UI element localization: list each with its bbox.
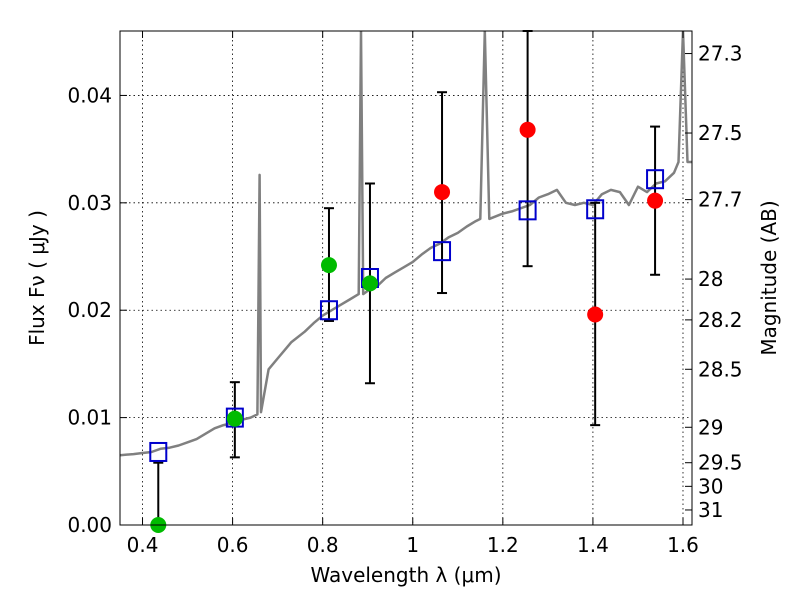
observed-flux-point — [434, 184, 451, 201]
marker-layer — [149, 121, 665, 533]
right-tick-label: 28.2 — [698, 308, 743, 332]
spectrum-layer — [120, 31, 692, 457]
right-tick-label: 29 — [698, 415, 723, 439]
y-tick-label: 0.01 — [67, 406, 112, 430]
grid — [120, 31, 692, 526]
observed-flux-point — [226, 410, 243, 427]
x-tick-label: 0.6 — [217, 533, 249, 557]
observed-flux-point — [361, 275, 378, 292]
y-axis-title: Flux Fν ( μJy ) — [25, 210, 49, 346]
y-tick-label: 0.03 — [67, 191, 112, 215]
right-tick-label: 27.5 — [698, 121, 743, 145]
y-tick-label: 0.00 — [67, 513, 112, 537]
right-tick-label: 31 — [698, 498, 723, 522]
right-tick-label: 27.3 — [698, 42, 743, 66]
right-tick-label: 29.5 — [698, 451, 743, 475]
spectrum-line — [120, 31, 692, 457]
model-band-square — [319, 300, 338, 321]
x-tick-label: 1.6 — [667, 533, 699, 557]
x-tick-label: 1.4 — [577, 533, 609, 557]
model-band-square — [518, 200, 537, 221]
y-tick-label: 0.04 — [67, 83, 112, 107]
x-tick-label: 1 — [406, 533, 419, 557]
model-band-square — [646, 169, 665, 190]
model-band-square — [586, 199, 605, 220]
right-tick-label: 28.5 — [698, 357, 743, 381]
observed-flux-point — [320, 257, 337, 274]
right-axis-title: Magnitude (AB) — [757, 200, 781, 355]
x-tick-label: 0.4 — [127, 533, 159, 557]
y-tick-label: 0.02 — [67, 298, 112, 322]
x-axis-title: Wavelength λ (μm) — [310, 563, 501, 587]
model-band-square — [149, 441, 168, 462]
observed-flux-point — [647, 192, 664, 209]
error-bar-layer — [153, 30, 661, 526]
tick-layer: 0.4 0.6 0.8 1 1.2 1.4 1.6 0.00 0.01 0.02 0.03 0.04 2… — [67, 31, 743, 557]
observed-flux-point — [587, 306, 604, 323]
x-tick-label: 1.2 — [487, 533, 519, 557]
x-tick-label: 0.8 — [307, 533, 339, 557]
right-tick-label: 30 — [698, 474, 723, 498]
observed-flux-point — [519, 121, 536, 138]
right-tick-label: 28 — [698, 267, 723, 291]
plot-frame — [119, 30, 693, 526]
right-tick-label: 27.7 — [698, 188, 743, 212]
model-band-square — [433, 241, 452, 262]
